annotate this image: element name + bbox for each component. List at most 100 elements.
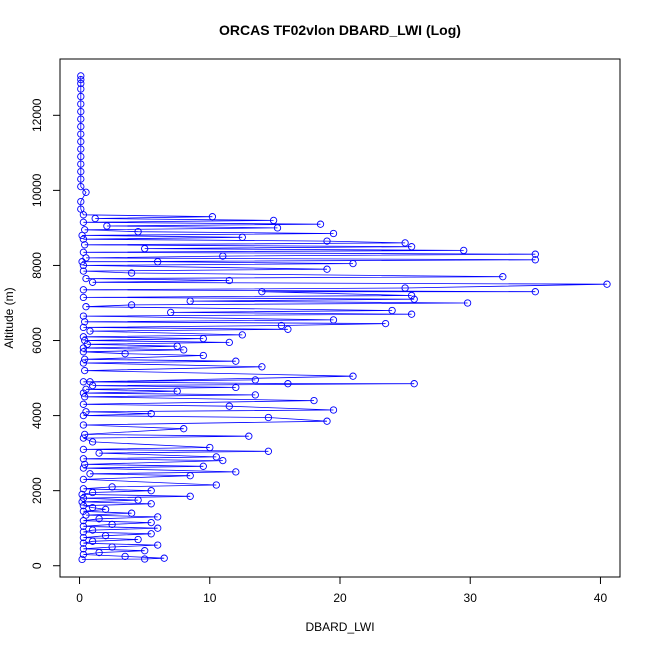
y-tick-label: 2000 [30,477,44,504]
data-point [81,355,89,363]
data-point [77,75,85,84]
data-point [77,72,85,80]
data-point [277,321,286,330]
data-point [147,500,155,508]
data-point [167,308,175,317]
data-point [79,475,88,484]
data-point [103,222,111,230]
data-layer [77,72,611,564]
data-point [81,366,89,375]
data-point [88,488,97,497]
data-point [79,344,88,352]
data-point [79,267,88,275]
data-point [79,400,88,408]
data-point [147,518,155,527]
data-point [79,378,88,386]
y-axis: 0 2000 4000 6000 8000 10000 12000 [30,98,61,569]
data-point [82,385,90,393]
data-point [79,434,88,442]
data-point [199,462,207,470]
y-tick-label: 4000 [30,402,44,429]
data-point [88,278,97,286]
data-point [81,393,89,401]
data-point [186,492,194,500]
data-point [401,239,409,247]
data-point [79,550,88,559]
data-point [79,528,88,536]
data-point [245,432,253,440]
data-point [101,505,110,514]
data-point [460,246,468,255]
data-point [141,244,149,253]
data-point [108,543,116,551]
data-point [310,396,318,405]
series-line [80,75,608,560]
data-point [88,503,97,512]
data-point [82,274,90,283]
data-point [79,333,88,341]
data-point [81,430,89,439]
data-point [463,299,472,307]
data-point [238,331,246,339]
data-point [77,130,85,138]
data-point [258,363,266,371]
data-point [79,445,88,454]
data-point [77,137,85,146]
data-point [154,258,162,266]
data-point [154,541,162,549]
data-point [81,241,89,249]
data-point [78,555,86,564]
data-point [108,483,116,491]
data-point [134,496,142,504]
data-point [88,526,97,534]
data-point [83,340,91,348]
data-point [79,533,88,542]
data-point [147,487,155,495]
data-point [206,443,214,452]
data-point [79,211,88,219]
data-point [82,303,90,311]
data-point [212,453,220,461]
data-point [95,515,103,523]
data-point [81,318,89,326]
data-point [101,532,110,540]
data-point [323,417,331,425]
data-point [180,346,188,354]
data-point [269,216,278,225]
data-point [79,517,88,525]
x-tick-label: 10 [203,591,217,605]
data-point [225,402,233,410]
data-point [77,122,85,131]
data-point [82,254,90,262]
data-point [79,507,88,515]
y-axis-label: Altitude (m) [2,287,16,348]
data-point [329,406,338,414]
x-tick-label: 30 [464,591,478,605]
data-point [349,372,357,380]
data-point [77,197,85,206]
data-point [79,455,88,463]
data-point [79,494,88,502]
data-point [232,383,240,392]
x-tick-label: 0 [76,591,83,605]
x-tick-label: 40 [594,591,608,605]
data-point [78,498,86,506]
data-point [79,411,88,420]
data-point [79,323,88,332]
data-point [147,530,155,538]
data-point [349,259,357,268]
chart-title: ORCAS TF02vlon DBARD_LWI (Log) [219,22,461,38]
data-point [79,539,88,547]
y-tick-label: 10000 [30,173,44,207]
data-point [232,468,240,476]
data-point [173,342,181,350]
data-point [407,291,416,300]
data-point [323,265,331,273]
data-point [225,338,233,347]
y-tick-label: 12000 [30,98,44,132]
data-point [134,228,142,236]
data-point [79,312,88,320]
data-point [212,481,220,489]
data-point [323,237,331,245]
data-point [77,115,85,123]
